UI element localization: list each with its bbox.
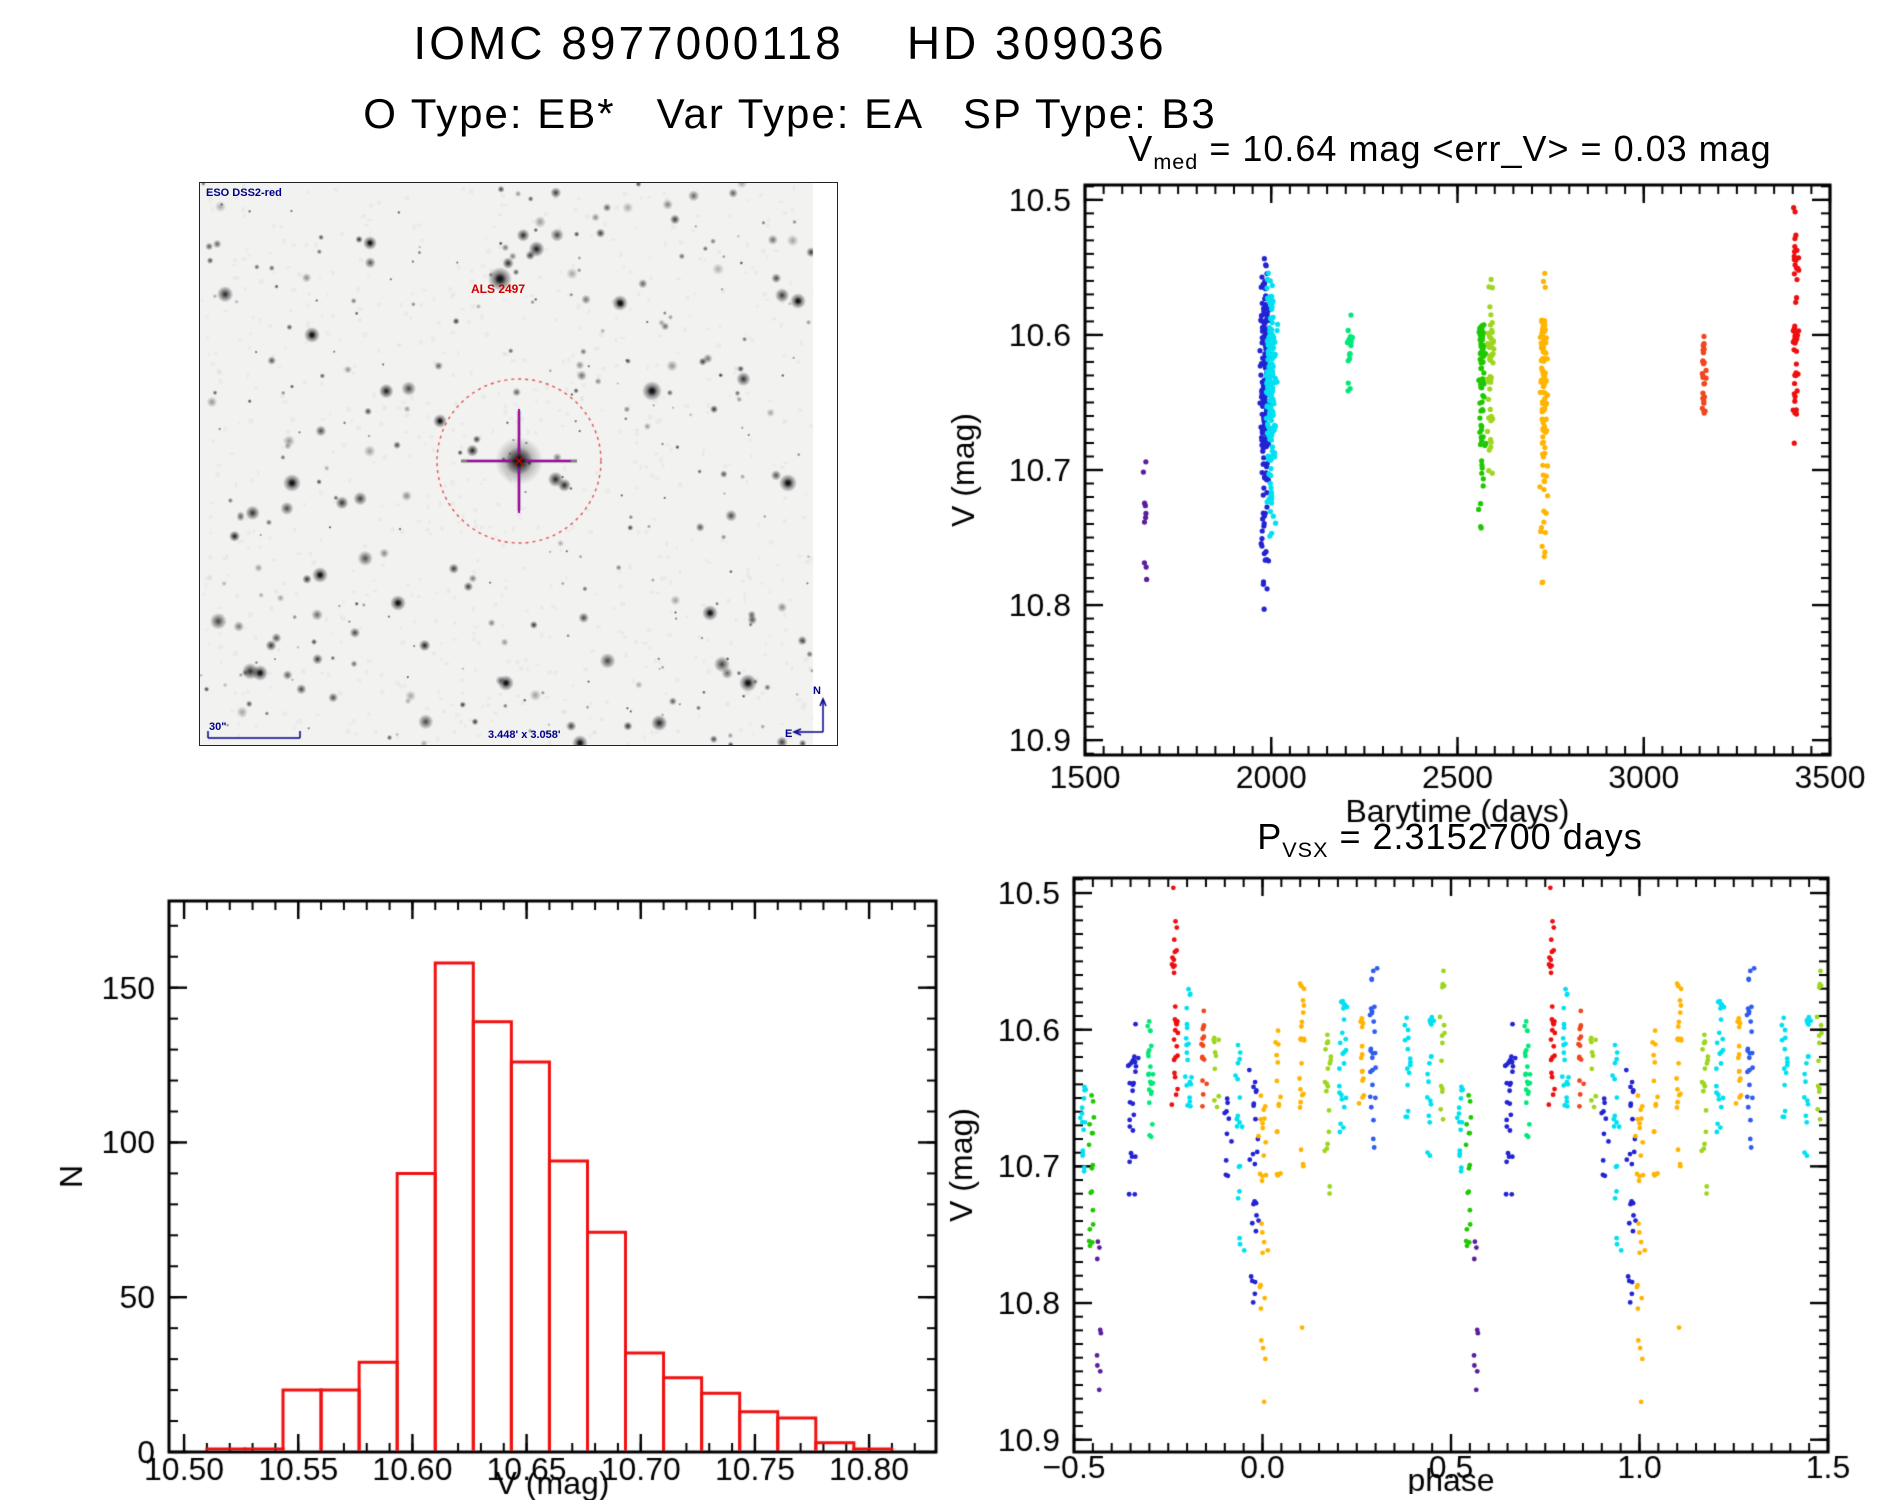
- timeseries-plot-canvas: [930, 120, 1889, 835]
- compass-east-label: E: [785, 728, 793, 740]
- fov-size-label: 3.448' x 3.058': [488, 729, 561, 741]
- finder-chart: ESO DSS2-red ALS 2497 30" 3.448' x 3.058…: [199, 182, 838, 746]
- compass-north-label: N: [813, 685, 821, 697]
- scale-bar-label: 30": [209, 721, 227, 733]
- survey-label: ESO DSS2-red: [206, 187, 282, 199]
- finder-chart-canvas: [200, 183, 837, 745]
- phase-plot-canvas: [870, 810, 1889, 1494]
- histogram-plot-canvas: [30, 860, 960, 1500]
- target-label: ALS 2497: [471, 282, 526, 296]
- page-title: IOMC 8977000118 HD 309036: [413, 17, 1167, 69]
